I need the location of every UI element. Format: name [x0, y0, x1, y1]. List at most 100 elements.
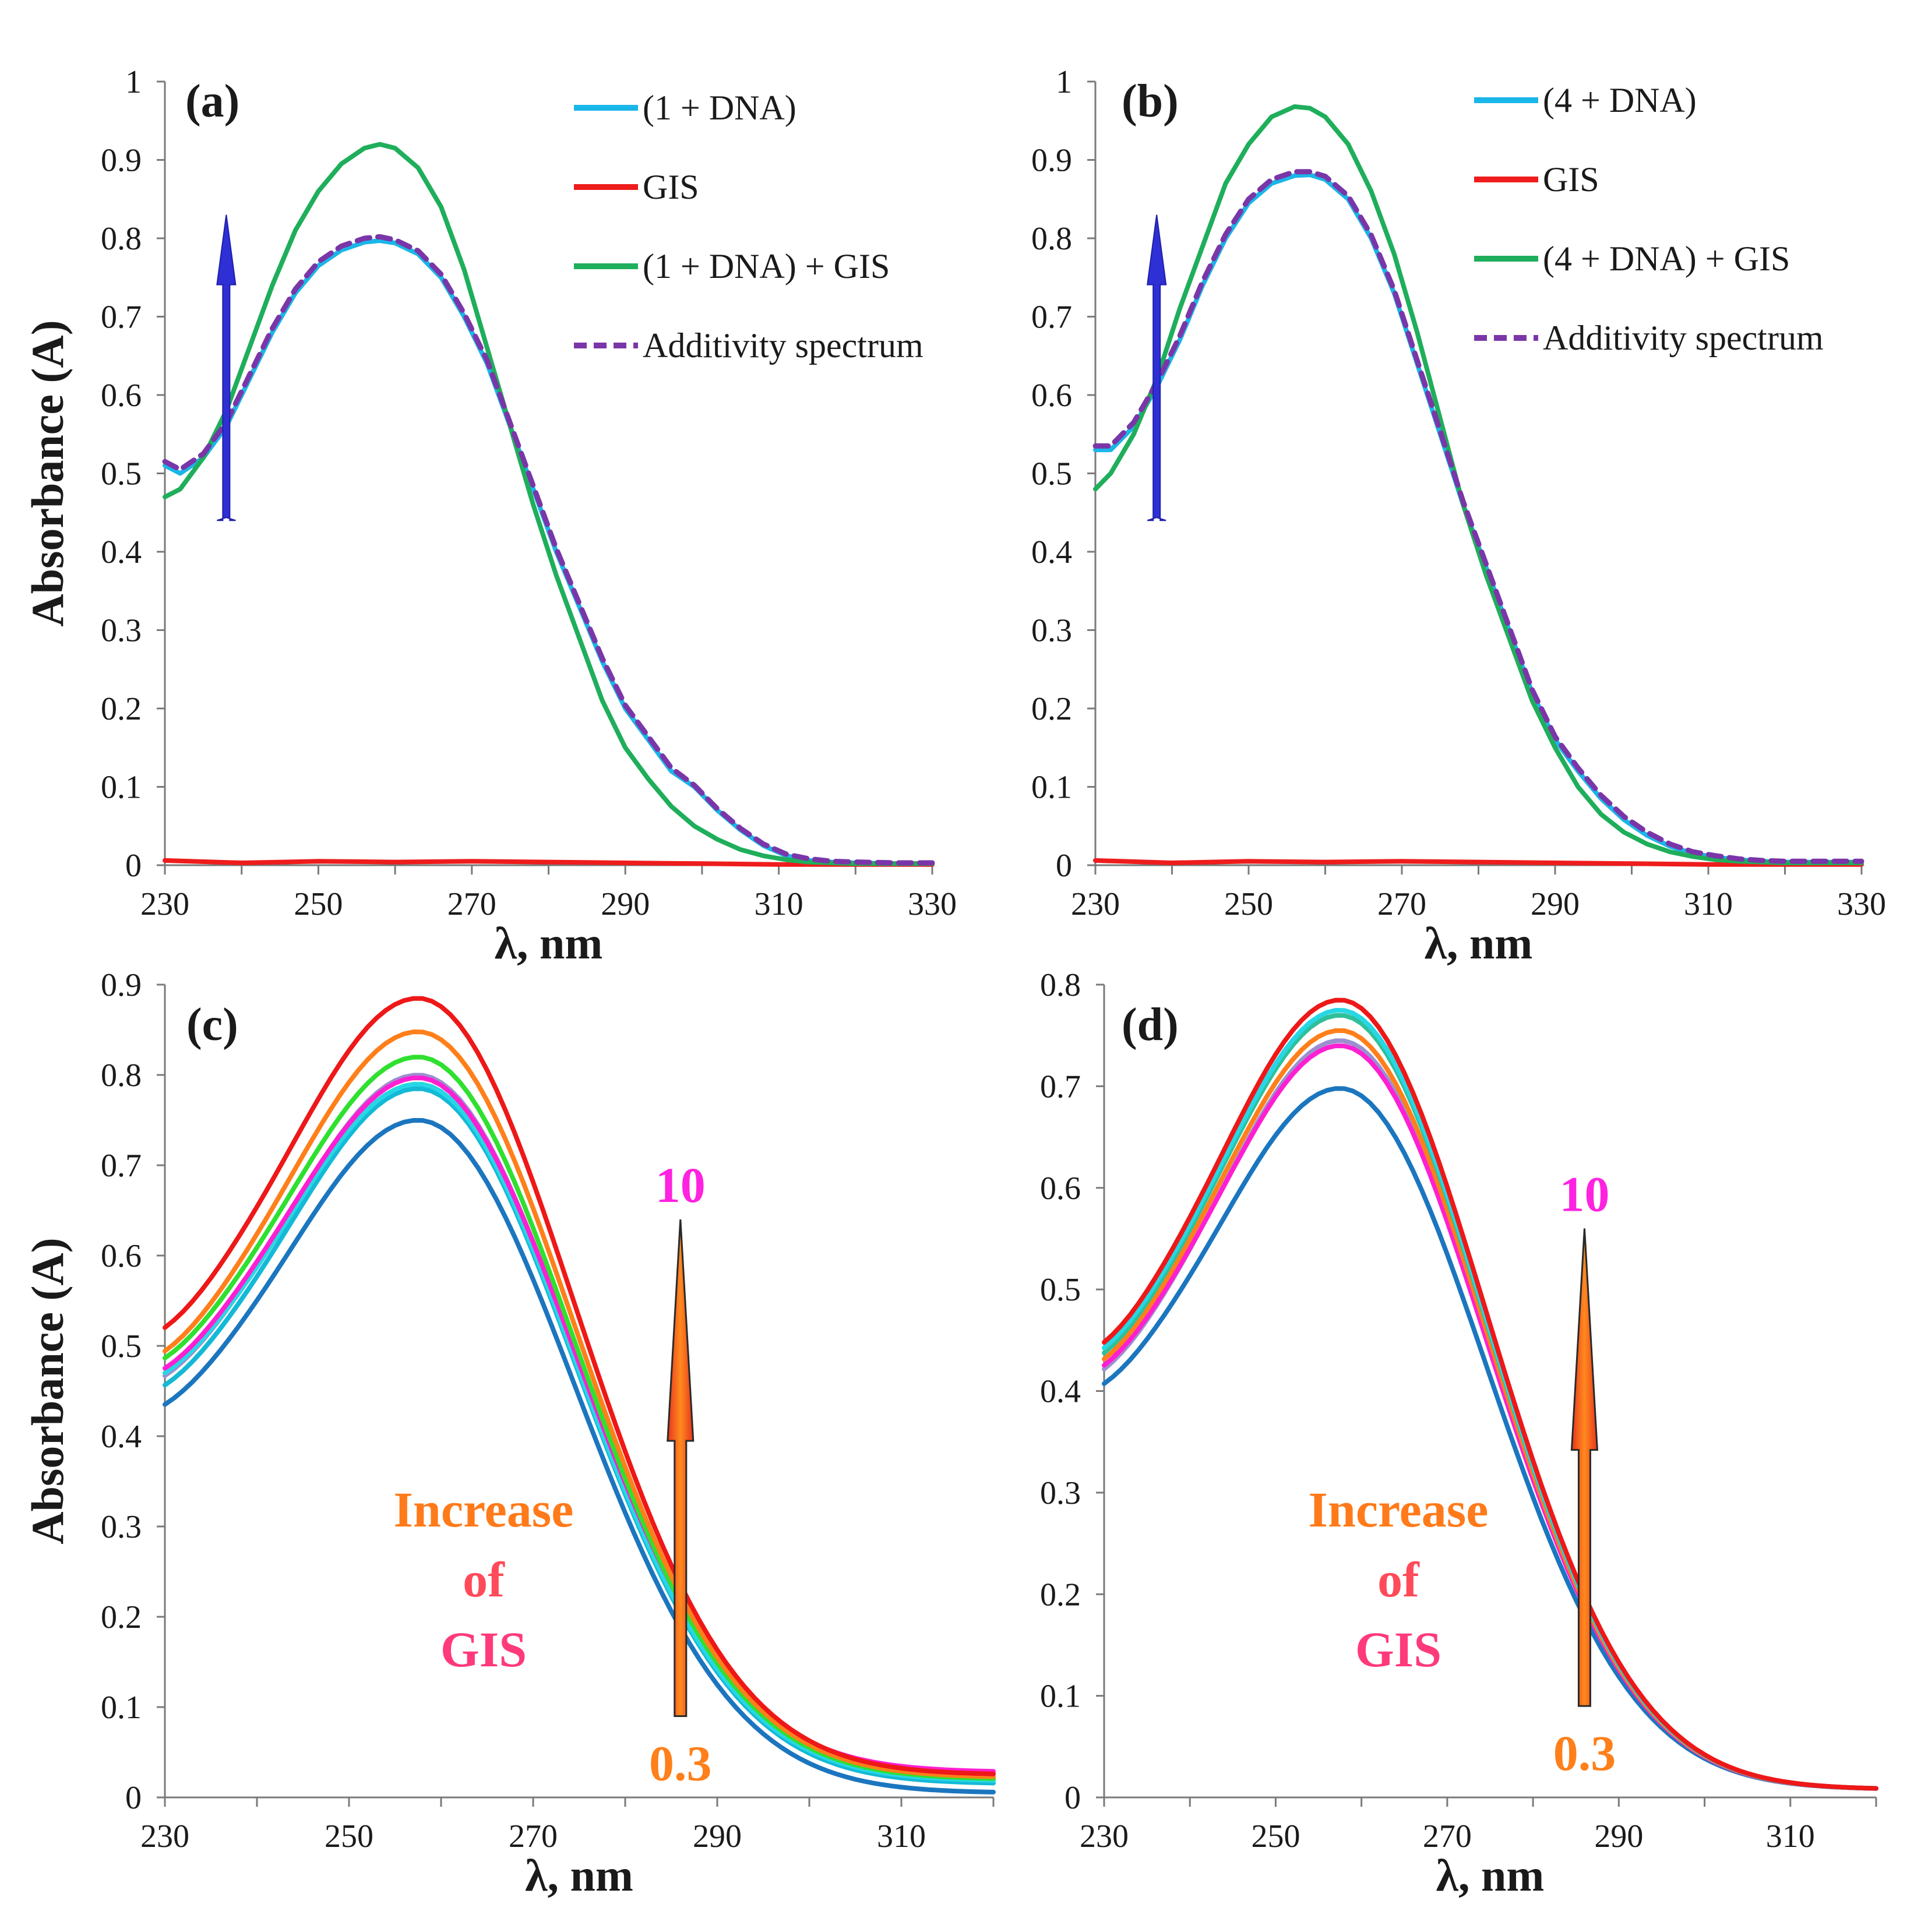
series-line: [163, 858, 935, 867]
y-tick-label: 0.3: [101, 1509, 142, 1545]
x-tick-label: 310: [755, 886, 803, 922]
y-tick-label: 0.1: [101, 1690, 142, 1726]
x-tick-label: 230: [140, 1818, 189, 1855]
y-tick-label: 0.6: [1040, 1171, 1081, 1207]
y-tick-label: 0.4: [1040, 1374, 1081, 1410]
y-tick-label: 0: [1064, 1780, 1081, 1816]
y-tick-label: 0.6: [1031, 378, 1072, 414]
y-tick-label: 0: [125, 848, 142, 884]
y-tick-label: 0.7: [1031, 299, 1072, 336]
y-tick-label: 1: [125, 64, 142, 100]
x-tick-label: 290: [1531, 886, 1580, 922]
series-line: [163, 1117, 996, 1794]
y-tick-label: 0.2: [1040, 1577, 1081, 1613]
series-line: [1102, 1038, 1878, 1791]
y-tick-label: 0.5: [1040, 1272, 1081, 1308]
y-tick-label: 0.8: [101, 1057, 142, 1094]
legend-label: GIS: [643, 168, 699, 206]
x-axis-title: λ, nm: [1436, 1850, 1545, 1901]
y-tick-label: 0.8: [1040, 967, 1081, 1003]
y-tick-label: 0.5: [101, 456, 142, 492]
x-tick-label: 230: [1071, 886, 1120, 922]
y-tick-label: 0.6: [101, 1238, 142, 1274]
x-tick-label: 270: [509, 1818, 558, 1855]
legend-label: (4 + DNA): [1543, 81, 1697, 119]
legend-label: Additivity spectrum: [643, 326, 923, 365]
y-tick-label: 0.7: [101, 299, 142, 336]
y-tick-label: 0.2: [101, 1599, 142, 1635]
x-tick-label: 270: [1423, 1818, 1472, 1855]
arrow-low-label: 0.3: [1553, 1725, 1616, 1781]
x-axis-title: λ, nm: [495, 918, 603, 968]
series-line: [1093, 104, 1864, 865]
y-tick-label: 0.9: [101, 143, 142, 179]
y-tick-label: 0.4: [1031, 534, 1072, 570]
x-tick-label: 230: [140, 886, 189, 922]
y-tick-label: 1: [1056, 64, 1072, 100]
x-tick-label: 290: [1594, 1818, 1643, 1855]
panel-label: (b): [1122, 76, 1179, 127]
series-line: [1093, 172, 1864, 865]
legend-label: GIS: [1543, 160, 1599, 199]
y-tick-label: 0.3: [1040, 1475, 1081, 1511]
x-tick-label: 290: [601, 886, 650, 922]
annotation-text: of: [1377, 1552, 1420, 1607]
legend-label: (1 + DNA) + GIS: [643, 247, 890, 285]
chart-panel-1: 0 0.1 0.2 0.3 0.4 0.5 0.6 0.7 0.8 0.9 1 230 250 270 29…: [1031, 64, 1886, 968]
panel-label: (d): [1122, 999, 1179, 1050]
arrow-marker: [1570, 1228, 1599, 1707]
x-tick-label: 330: [1837, 886, 1886, 922]
y-tick-label: 0.8: [1031, 221, 1072, 257]
series-line: [163, 1081, 996, 1783]
series-line: [1102, 1028, 1878, 1791]
x-tick-label: 250: [294, 886, 343, 922]
x-tick-label: 270: [447, 886, 496, 922]
y-tick-label: 0.6: [101, 378, 142, 414]
y-axis-title: Absorbance (A): [22, 320, 73, 626]
y-tick-label: 0.3: [101, 613, 142, 649]
x-tick-label: 310: [1766, 1818, 1815, 1855]
y-tick-label: 0.8: [101, 221, 142, 257]
y-tick-label: 0.5: [1031, 456, 1072, 492]
series-line: [1102, 1013, 1878, 1791]
chart-panel-0: 0 0.1 0.2 0.3 0.4 0.5 0.6 0.7 0.8 0.9 1 230 250 270 29…: [22, 64, 957, 968]
legend-label: (1 + DNA): [643, 89, 796, 127]
series-line: [163, 142, 935, 866]
annotation-text: GIS: [440, 1621, 527, 1677]
series-line: [162, 234, 935, 866]
y-tick-label: 0.7: [1040, 1069, 1081, 1105]
y-tick-label: 0.9: [101, 967, 142, 1003]
y-tick-label: 0: [1056, 848, 1072, 884]
series-line: [1092, 169, 1864, 864]
y-tick-label: 0.2: [101, 691, 142, 727]
arrow-marker: [667, 1219, 695, 1717]
y-tick-label: 0.1: [101, 770, 142, 806]
panel-label: (c): [186, 999, 238, 1050]
series-line: [1093, 858, 1864, 867]
y-tick-label: 0.2: [1031, 691, 1072, 727]
series-line: [163, 1030, 996, 1779]
series-line: [163, 996, 996, 1776]
x-tick-label: 230: [1080, 1818, 1129, 1855]
legend-label: (4 + DNA) + GIS: [1543, 239, 1790, 278]
y-tick-label: 0: [125, 1780, 142, 1816]
arrow-high-label: 10: [1559, 1166, 1609, 1222]
y-tick-label: 0.5: [101, 1328, 142, 1365]
legend-label: Additivity spectrum: [1543, 319, 1824, 357]
x-tick-label: 250: [1224, 886, 1273, 922]
arrow-low-label: 0.3: [649, 1736, 712, 1792]
y-tick-label: 0.1: [1031, 770, 1072, 806]
x-tick-label: 250: [1251, 1818, 1300, 1855]
x-tick-label: 310: [1684, 886, 1733, 922]
y-axis-title: Absorbance (A): [22, 1238, 73, 1544]
y-tick-label: 0.9: [1031, 143, 1072, 179]
chart-panel-3: 0 0.1 0.2 0.3 0.4 0.5 0.6 0.7 0.8 230 250 270 290 310…: [1040, 967, 1878, 1901]
arrow-marker: [216, 214, 237, 521]
series-line: [163, 1055, 996, 1781]
annotation-text: GIS: [1355, 1621, 1441, 1677]
arrow-high-label: 10: [655, 1157, 706, 1213]
y-tick-label: 0.1: [1040, 1679, 1081, 1715]
series-line: [1102, 997, 1878, 1791]
chart-panel-2: 0 0.1 0.2 0.3 0.4 0.5 0.6 0.7 0.8 0.9 230 250 270 290…: [22, 967, 996, 1901]
